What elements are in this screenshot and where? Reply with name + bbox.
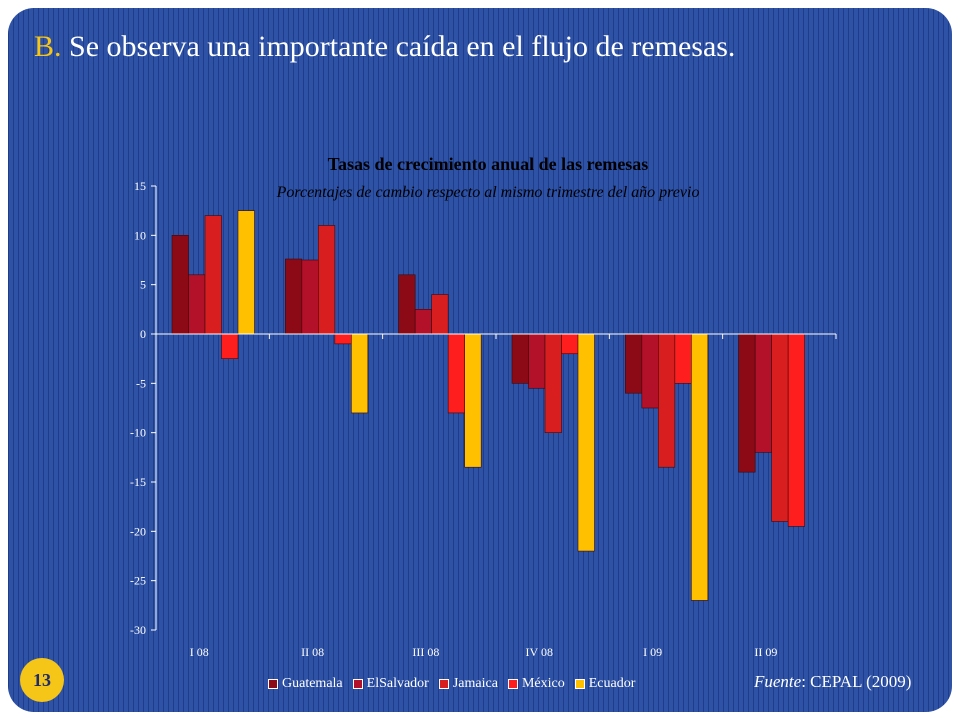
bar-ecuador-4 <box>691 333 709 601</box>
legend-item: Jamaica <box>438 676 498 692</box>
source-label: Fuente <box>754 672 802 691</box>
bar-ecuador-3 <box>577 333 595 552</box>
legend-swatch <box>352 679 363 689</box>
chart-subtitle: Porcentajes de cambio respecto al mismo … <box>276 184 700 201</box>
legend-item: Ecuador <box>574 676 636 692</box>
y-tick-label: 15 <box>134 179 146 193</box>
y-axis: 15 10 5 0 -5 -10 -15 -20 -25 -30 <box>130 179 157 637</box>
x-category-label: I 08 <box>190 645 209 659</box>
y-tick-label: -20 <box>130 524 146 538</box>
legend-label: Jamaica <box>452 676 498 691</box>
y-tick-label: -30 <box>130 623 146 637</box>
slide-title-text: Se observa una importante caída en el fl… <box>69 30 736 63</box>
bar-elsalvador-3 <box>528 333 546 389</box>
legend-swatch <box>268 679 278 689</box>
bar-mxico-2 <box>447 333 465 414</box>
x-category-label: II 08 <box>301 645 324 659</box>
bar-mxico-1 <box>334 333 352 345</box>
legend-swatch <box>507 679 518 689</box>
bar-guatemala-1 <box>285 258 303 335</box>
bar-ecuador-1 <box>351 333 369 414</box>
y-tick-label: -5 <box>136 376 146 390</box>
slide: B. Se observa una importante caída en el… <box>8 8 952 712</box>
x-category-label: II 09 <box>754 645 777 659</box>
x-category-label: I 09 <box>643 645 662 659</box>
bars <box>171 210 805 601</box>
bar-guatemala-5 <box>738 333 756 473</box>
legend-item: ElSalvador <box>352 676 429 692</box>
bar-mxico-0 <box>221 333 239 359</box>
legend-label: Guatemala <box>282 676 343 691</box>
y-tick-label: 5 <box>140 278 146 292</box>
bar-elsalvador-5 <box>754 333 772 453</box>
bar-elsalvador-1 <box>301 259 319 335</box>
legend-item: Guatemala <box>268 676 343 692</box>
legend-label: Ecuador <box>588 676 636 691</box>
source-text: : CEPAL (2009) <box>801 672 912 691</box>
bar-mxico-5 <box>787 333 805 527</box>
bar-elsalvador-2 <box>414 309 432 335</box>
legend-label: ElSalvador <box>366 676 429 691</box>
chart-title: Tasas de crecimiento anual de las remesa… <box>328 154 649 174</box>
x-category-label: III 08 <box>412 645 439 659</box>
bar-jamaica-3 <box>544 333 562 433</box>
y-tick-label: -15 <box>130 475 146 489</box>
y-tick-label: -10 <box>130 426 146 440</box>
legend-swatch <box>574 679 585 689</box>
bar-jamaica-4 <box>658 333 676 468</box>
bar-mxico-3 <box>561 333 579 355</box>
bar-jamaica-1 <box>318 225 336 335</box>
y-tick-label: 0 <box>140 327 146 341</box>
y-tick-label: -25 <box>130 574 146 588</box>
legend-label: México <box>521 676 565 691</box>
legend-swatch <box>438 679 449 689</box>
slide-title-letter: B. <box>34 30 62 63</box>
bar-chart: Tasas de crecimiento anual de las remesa… <box>130 154 837 659</box>
bar-elsalvador-0 <box>188 274 206 335</box>
bar-guatemala-2 <box>398 274 416 335</box>
bar-mxico-4 <box>674 333 692 384</box>
bar-jamaica-5 <box>771 333 789 522</box>
slide-title: B. Se observa una importante caída en el… <box>34 30 735 64</box>
bar-guatemala-3 <box>511 333 529 384</box>
x-category-label: IV 08 <box>526 645 553 659</box>
bar-ecuador-0 <box>237 210 255 335</box>
legend-item: México <box>507 676 565 692</box>
x-axis: I 08 II 08 III 08 IV 08 I 09 II 09 <box>155 333 837 659</box>
bar-guatemala-0 <box>171 235 189 335</box>
page-number-badge: 13 <box>20 658 64 702</box>
bar-ecuador-2 <box>464 333 482 468</box>
bar-jamaica-2 <box>431 294 449 335</box>
bar-elsalvador-4 <box>641 333 659 409</box>
chart-legend: Guatemala ElSalvador Jamaica México Ecuador <box>268 676 635 692</box>
source-note: Fuente: CEPAL (2009) <box>754 672 911 692</box>
bar-jamaica-0 <box>204 215 222 335</box>
bar-guatemala-4 <box>625 333 643 394</box>
y-tick-label: 10 <box>134 228 146 242</box>
